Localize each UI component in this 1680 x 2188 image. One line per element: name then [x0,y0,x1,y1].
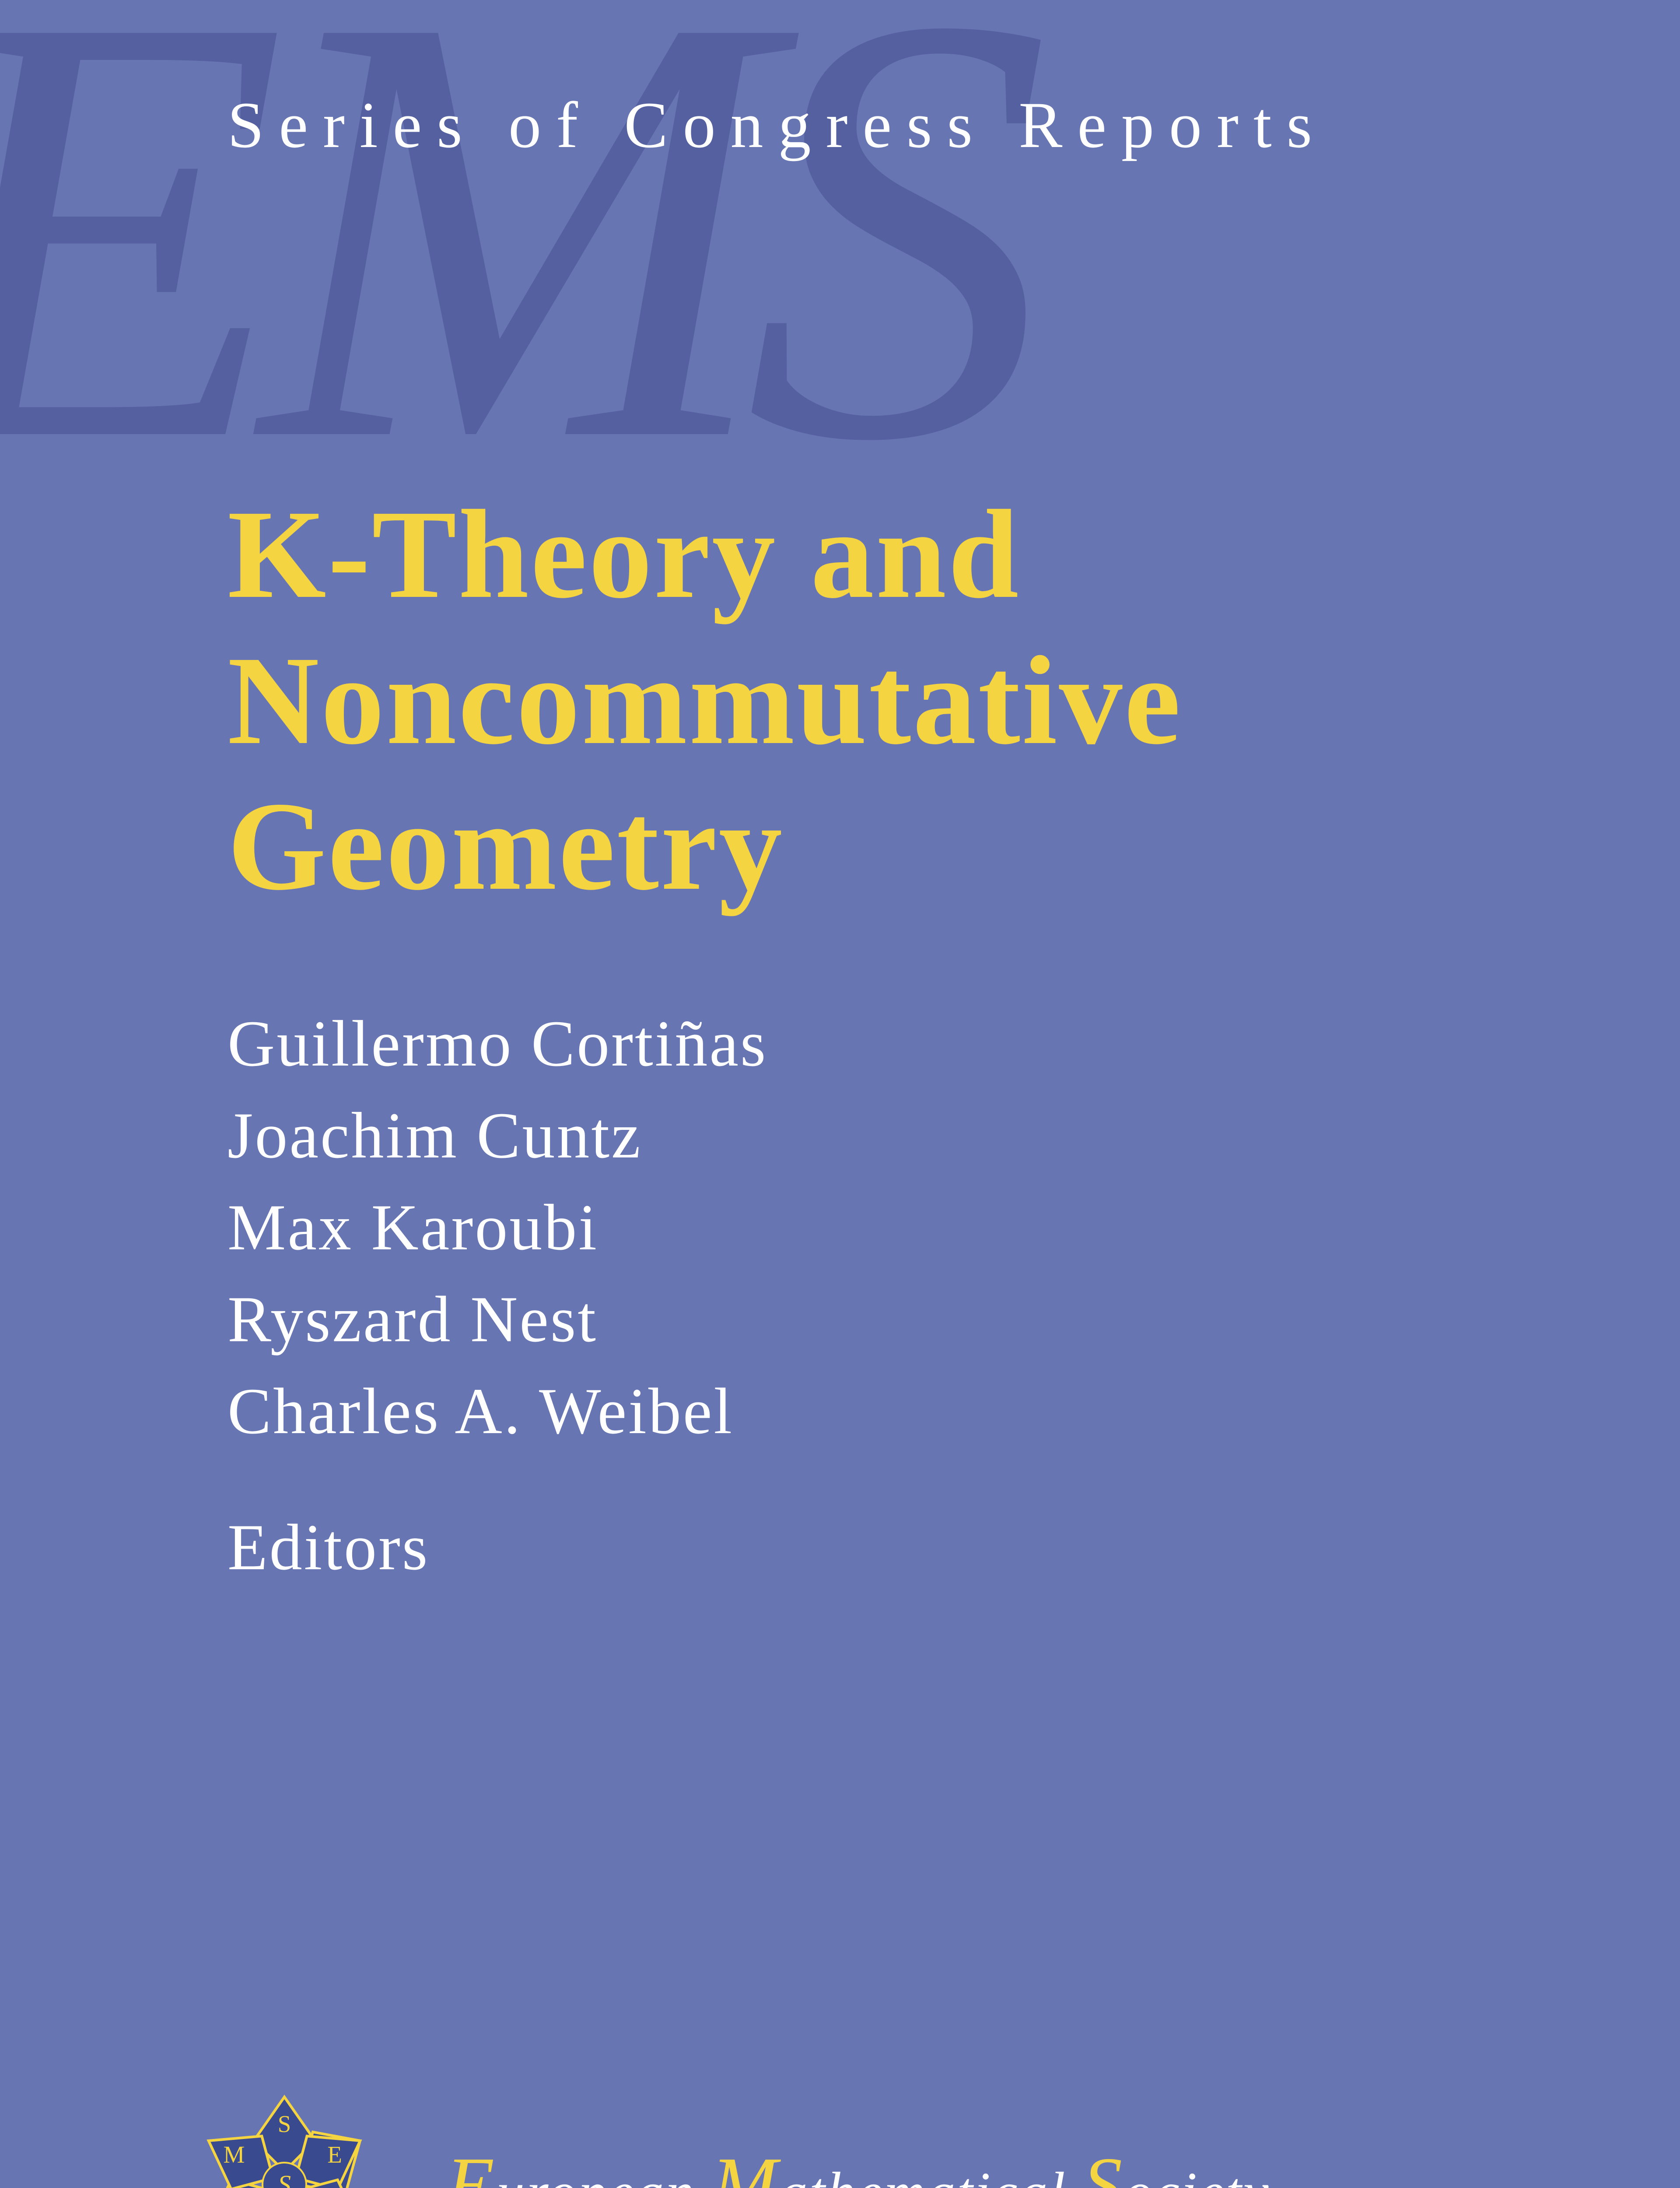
publisher-cap: S [1083,2141,1124,2188]
publisher-word: uropean [496,2161,696,2188]
publisher-name: European Mathematical Society [446,2139,1270,2188]
title-line-3: Geometry [228,773,1182,919]
series-title: Series of Congress Reports [228,88,1327,163]
title-line-1: K-Theory and [228,481,1182,628]
publisher-word: ociety [1124,2161,1270,2188]
ems-logo-icon: S S E M S E M [175,2075,394,2188]
svg-text:S: S [278,2170,291,2188]
svg-text:M: M [224,2141,245,2168]
editors-label: Editors [228,1510,429,1585]
title-line-2: Noncommutative [228,628,1182,774]
editor-name: Max Karoubi [228,1182,767,1273]
svg-text:E: E [327,2141,342,2168]
svg-text:S: S [278,2111,291,2137]
publisher-section: S S E M S E M European Mathematical Soci… [175,2075,1270,2188]
publisher-cap: M [712,2141,779,2188]
editor-name: Ryszard Nest [228,1273,767,1365]
book-cover: EMS Series of Congress Reports K-Theory … [0,0,1680,2188]
editor-name: Guillermo Cortiñas [228,998,767,1090]
editor-name: Joachim Cuntz [228,1090,767,1182]
editors-list: Guillermo Cortiñas Joachim Cuntz Max Kar… [228,998,767,1457]
publisher-cap: E [446,2141,496,2188]
editor-name: Charles A. Weibel [228,1365,767,1457]
publisher-word: athematical [779,2161,1067,2188]
main-title: K-Theory and Noncommutative Geometry [228,481,1182,919]
ems-watermark: EMS [0,0,1024,534]
